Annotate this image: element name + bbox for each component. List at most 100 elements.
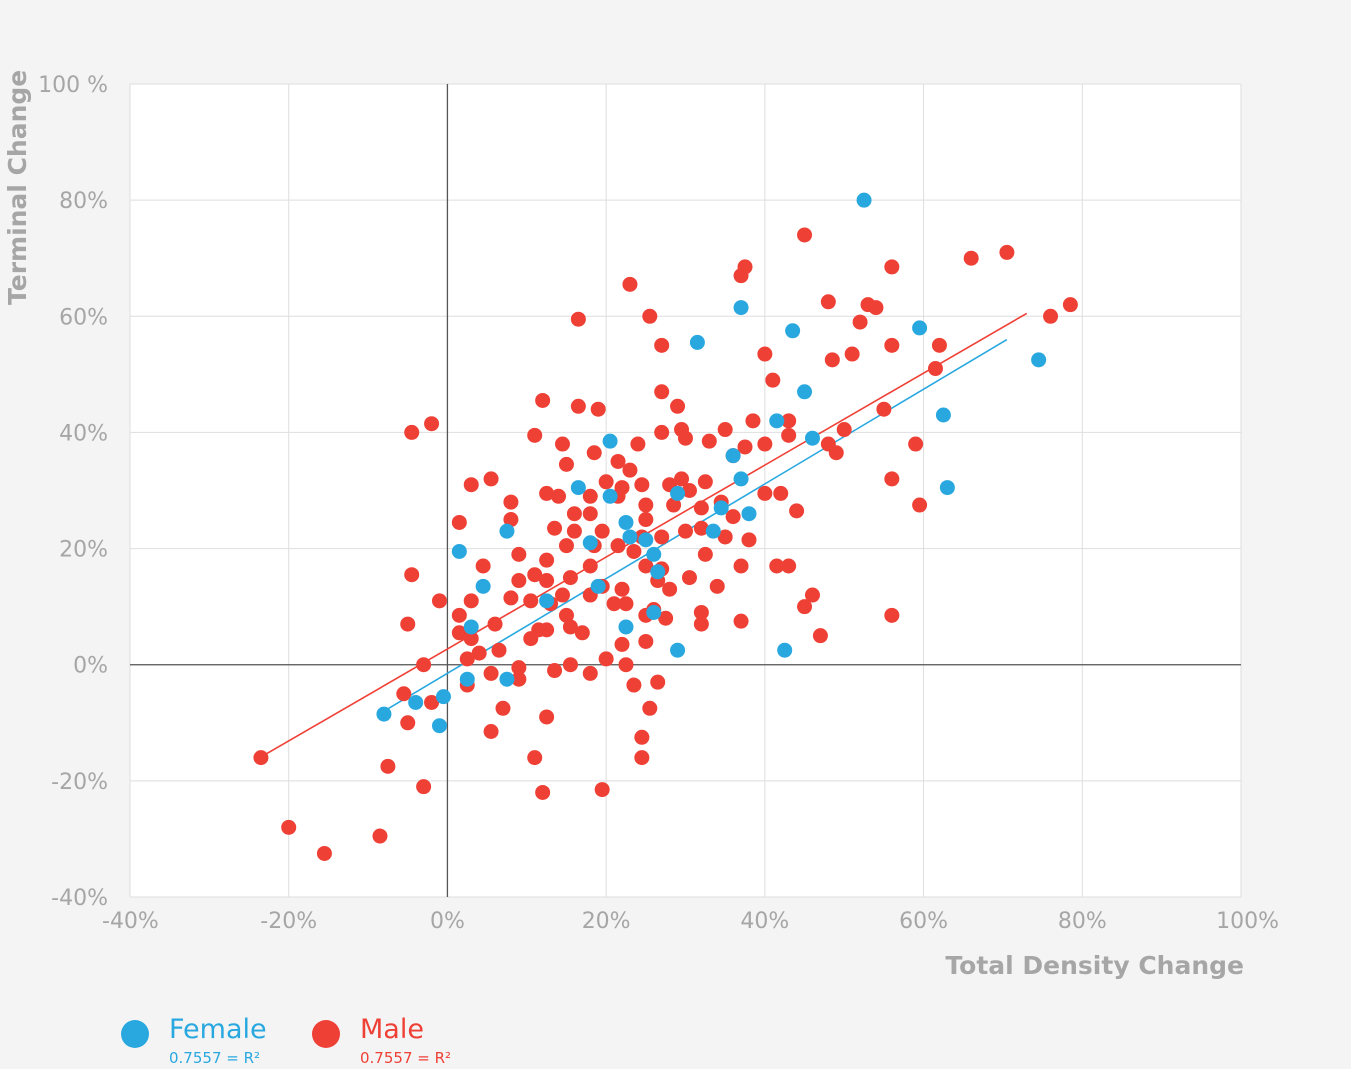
female-point: [670, 642, 686, 658]
male-point: [824, 352, 840, 368]
male-point: [678, 523, 693, 539]
male-point: [554, 587, 570, 603]
male-point: [634, 729, 650, 745]
male-point: [781, 427, 797, 443]
y-tick-label: -20%: [51, 770, 108, 795]
male-point: [622, 276, 638, 292]
y-tick-label: 40%: [59, 421, 108, 446]
male-point: [650, 674, 666, 690]
male-point: [709, 578, 725, 594]
male-point: [844, 346, 860, 362]
female-point: [376, 706, 392, 722]
male-point: [574, 625, 590, 641]
female-point: [646, 546, 662, 562]
male-point: [836, 422, 852, 438]
female-point: [499, 671, 515, 687]
male-point: [400, 715, 416, 731]
male-point: [539, 552, 555, 568]
legend-female-label: Female: [169, 1014, 267, 1045]
male-point: [733, 558, 749, 574]
female-point: [797, 384, 813, 400]
male-point: [451, 514, 467, 530]
male-point: [495, 700, 511, 716]
male-point: [658, 610, 674, 626]
male-point: [757, 485, 773, 501]
male-point: [638, 558, 654, 574]
male-point: [634, 477, 650, 493]
male-point: [566, 523, 582, 539]
male-point: [622, 462, 638, 478]
y-tick-label: 20%: [59, 538, 108, 563]
male-point: [884, 259, 900, 275]
male-point: [876, 401, 892, 417]
male-point: [804, 587, 820, 603]
male-point: [463, 631, 479, 647]
male-point: [535, 784, 551, 800]
y-tick-label: 80%: [59, 189, 108, 214]
x-tick-label: 80%: [1058, 909, 1107, 934]
x-tick-label: 0%: [430, 909, 465, 934]
male-point: [670, 398, 686, 414]
male-point: [503, 512, 519, 528]
male-point: [558, 456, 574, 472]
male-point: [927, 361, 943, 377]
female-point: [785, 323, 801, 339]
legend-female-marker: [121, 1020, 149, 1048]
female-point: [689, 334, 705, 350]
female-point: [451, 543, 467, 559]
legend-male-marker: [312, 1020, 340, 1048]
male-point: [741, 532, 757, 548]
male-point: [697, 474, 713, 490]
male-point: [566, 506, 582, 522]
female-point: [670, 485, 686, 501]
male-point: [570, 311, 586, 327]
data-points: [253, 192, 1078, 861]
female-point: [463, 619, 479, 635]
female-point: [582, 535, 598, 551]
male-point: [539, 709, 555, 725]
male-point: [717, 529, 733, 545]
legend-male-label: Male: [360, 1014, 424, 1045]
male-point: [908, 436, 924, 452]
male-point: [765, 372, 781, 388]
female-point: [499, 523, 515, 539]
male-point: [797, 227, 813, 243]
male-point: [674, 471, 690, 487]
male-point: [797, 599, 813, 615]
male-point: [1062, 297, 1078, 313]
male-point: [693, 500, 709, 516]
male-point: [503, 494, 519, 510]
male-point: [630, 436, 646, 452]
male-point: [789, 503, 805, 519]
male-point: [558, 607, 574, 623]
male-point: [884, 607, 900, 623]
male-point: [253, 750, 269, 766]
x-axis-title: Total Density Change: [945, 951, 1244, 980]
female-point: [939, 480, 955, 496]
male-point: [614, 636, 630, 652]
male-point: [963, 250, 979, 266]
male-point: [769, 558, 785, 574]
y-tick-label: 60%: [59, 305, 108, 330]
male-point: [717, 422, 733, 438]
male-point: [590, 401, 606, 417]
male-point: [654, 424, 670, 440]
male-point: [582, 488, 598, 504]
male-point: [539, 622, 555, 638]
x-tick-label: -40%: [102, 909, 159, 934]
female-point: [638, 532, 654, 548]
female-point: [590, 578, 606, 594]
male-point: [733, 613, 749, 629]
female-point: [741, 506, 757, 522]
male-point: [1043, 308, 1059, 324]
male-point: [281, 819, 297, 835]
male-point: [539, 573, 555, 589]
y-axis-title: Terminal Change: [3, 70, 32, 305]
male-point: [416, 779, 432, 795]
female-point: [618, 619, 634, 635]
male-point: [638, 497, 654, 513]
y-tick-label: 0%: [73, 654, 108, 679]
male-point: [539, 485, 555, 501]
male-point: [681, 483, 697, 498]
male-point: [316, 845, 332, 861]
